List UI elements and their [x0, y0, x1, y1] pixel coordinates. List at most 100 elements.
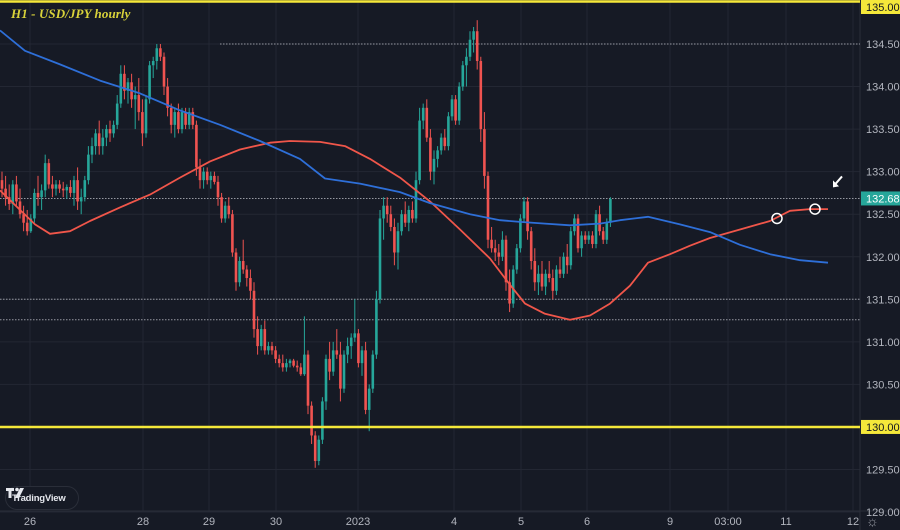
time-axis-label: 12	[847, 516, 859, 528]
candle-down	[0, 180, 4, 189]
candle-up	[580, 235, 583, 249]
candle-down	[216, 181, 220, 198]
candle-down	[231, 214, 234, 253]
candle-up	[317, 439, 321, 461]
candle-up	[436, 150, 439, 159]
candle-down	[205, 171, 209, 181]
candle-down	[25, 222, 29, 232]
candle-up	[324, 358, 328, 402]
candle-down	[504, 239, 508, 283]
candle-down	[403, 214, 407, 223]
candle-up	[148, 65, 151, 100]
price-axis-label: 133.000	[866, 167, 900, 179]
candle-up	[439, 137, 443, 151]
candle-down	[598, 214, 601, 232]
candle-down	[454, 99, 457, 121]
time-axis-label: 4	[451, 516, 457, 528]
candle-up	[202, 171, 205, 181]
candle-down	[245, 269, 249, 279]
candle-up	[375, 299, 378, 355]
candle-up	[79, 197, 83, 202]
candle-up	[259, 329, 263, 347]
candle-up	[115, 103, 119, 125]
candle-down	[256, 329, 259, 347]
candle-up	[537, 273, 540, 283]
candle-up	[267, 346, 270, 351]
price-axis-label: 133.500	[866, 124, 900, 136]
time-axis-label: 29	[203, 516, 215, 528]
candle-down	[252, 290, 256, 330]
candle-down	[61, 188, 65, 191]
candle-up	[65, 186, 69, 191]
candle-down	[508, 282, 511, 304]
candle-down	[69, 186, 72, 193]
candle-down	[274, 350, 277, 359]
candle-down	[540, 273, 544, 287]
time-axis-label: 6	[584, 516, 590, 528]
candle-up	[522, 201, 526, 219]
candle-up	[105, 129, 108, 138]
candle-up	[371, 354, 375, 389]
candle-down	[443, 137, 447, 147]
candle-up	[321, 401, 324, 440]
candle-down	[51, 184, 54, 189]
candle-down	[162, 56, 166, 87]
candle-up	[407, 209, 411, 223]
gear-icon[interactable]: ☼	[866, 513, 879, 529]
candle-down	[15, 184, 18, 202]
candle-down	[558, 269, 562, 274]
candle-up	[54, 184, 58, 189]
candle-up	[555, 269, 558, 291]
candle-up	[133, 95, 137, 100]
price-level-badge	[861, 419, 900, 434]
candle-down	[411, 209, 414, 219]
price-level-label: 135.000	[866, 2, 900, 14]
candle-up	[223, 205, 227, 219]
candle-up	[126, 82, 130, 91]
candle-down	[483, 129, 486, 176]
candle-down	[234, 252, 238, 283]
candle-up	[155, 48, 159, 62]
candle-down	[364, 350, 367, 410]
time-axis-label: 26	[24, 516, 36, 528]
candle-up	[11, 184, 15, 204]
circle-marker	[771, 212, 783, 225]
candle-up	[33, 192, 36, 219]
time-axis-label: 11	[780, 516, 791, 528]
candle-up	[605, 222, 609, 240]
candle-up	[609, 198, 612, 223]
price-axis-label: 131.000	[866, 337, 900, 349]
price-axis-label: 129.500	[866, 465, 900, 477]
candle-up	[87, 154, 90, 181]
candle-up	[43, 163, 47, 191]
candle-down	[529, 231, 533, 262]
candle-up	[421, 107, 425, 121]
candle-down	[526, 201, 529, 232]
candle-down	[169, 107, 173, 125]
candle-up	[94, 133, 97, 147]
price-axis-label: 129.000	[866, 507, 900, 519]
candle-down	[583, 235, 587, 240]
candle-down	[493, 248, 497, 253]
price-axis-label: 132.000	[866, 252, 900, 264]
candle-up	[119, 73, 123, 104]
tradingview-logo[interactable]: TradingView	[5, 486, 79, 510]
candle-up	[173, 112, 177, 125]
candle-down	[263, 329, 267, 351]
candle-down	[108, 129, 112, 134]
chart-title: H1 - USD/JPY hourly	[11, 6, 131, 21]
candle-up	[72, 180, 76, 193]
price-axis-label: 132.500	[866, 209, 900, 221]
candle-down	[486, 175, 490, 240]
candle-down	[497, 252, 501, 257]
candle-up	[151, 61, 155, 66]
candle-down	[97, 133, 101, 147]
candle-up	[40, 190, 43, 198]
time-axis-label: 5	[518, 516, 524, 528]
candle-up	[349, 337, 353, 347]
tradingview-icon	[6, 487, 24, 498]
candle-down	[475, 31, 479, 62]
candle-down	[533, 261, 537, 283]
